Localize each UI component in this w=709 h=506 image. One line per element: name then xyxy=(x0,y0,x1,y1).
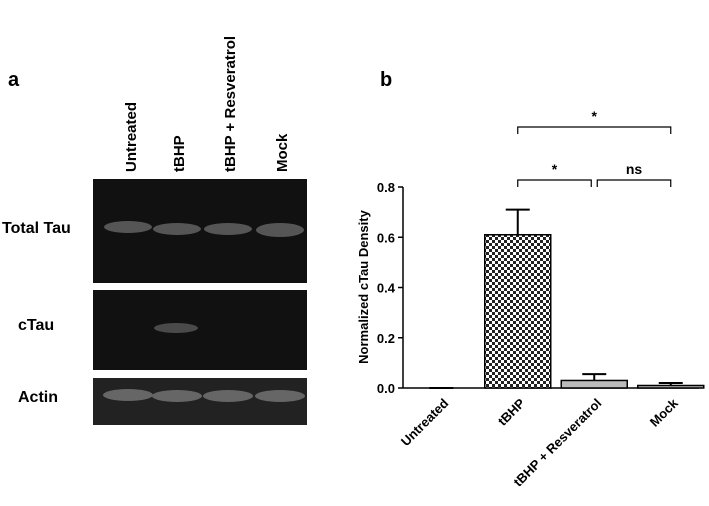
lane-label: tBHP + Resveratrol xyxy=(222,36,239,172)
significance-label: * xyxy=(592,108,598,124)
y-tick-label: 0.4 xyxy=(377,281,396,296)
x-tick-label: Mock xyxy=(647,395,682,430)
x-tick-label: tBHP + Resveratrol xyxy=(510,396,604,490)
significance-bracket xyxy=(517,179,592,187)
x-tick-label: tBHP xyxy=(495,395,528,428)
x-tick-label: Untreated xyxy=(398,395,452,449)
significance-label: * xyxy=(552,161,558,177)
blot-box xyxy=(93,290,307,370)
y-axis-label: Normalized cTau Density xyxy=(356,209,371,363)
row-label: Actin xyxy=(18,389,58,406)
y-tick-label: 0.8 xyxy=(377,180,395,195)
panel-label: a xyxy=(8,69,20,91)
row-label: cTau xyxy=(18,317,54,334)
row-label: Total Tau xyxy=(2,220,71,237)
bar xyxy=(560,379,628,389)
significance-bracket xyxy=(596,179,672,187)
lane-label: Untreated xyxy=(123,102,140,172)
y-tick-label: 0.0 xyxy=(377,381,395,396)
panel-label: b xyxy=(380,69,392,91)
significance-label: ns xyxy=(626,161,643,177)
bands xyxy=(103,221,305,402)
bar xyxy=(637,384,705,389)
y-tick-label: 0.6 xyxy=(377,230,395,245)
y-tick-label: 0.2 xyxy=(377,331,395,346)
significance-bracket xyxy=(517,126,672,134)
blot xyxy=(93,179,307,425)
bar xyxy=(484,233,552,389)
lane-label: tBHP xyxy=(171,135,188,172)
lane-label: Mock xyxy=(274,133,291,172)
